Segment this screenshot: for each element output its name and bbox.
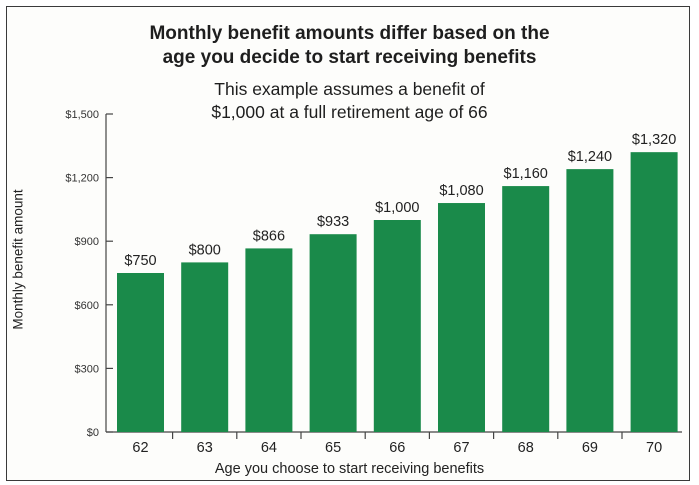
x-tick-label: 68 [518,440,534,456]
bar-value-label: $866 [253,228,285,244]
bar [245,248,293,432]
bar [309,234,357,432]
bar-value-label: $1,240 [568,149,612,165]
bar-value-label: $1,080 [439,183,483,199]
bar-value-label: $1,000 [375,200,419,216]
x-tick-label: 66 [389,440,405,456]
y-tick-label: $1,200 [65,173,99,185]
bar [438,203,485,432]
bar-value-label: $750 [124,253,156,269]
bar-value-label: $800 [189,242,221,258]
chart-title-line-1: Monthly benefit amounts differ based on … [149,23,550,44]
y-tick-label: $600 [75,300,99,312]
bar-value-label: $1,160 [504,166,548,182]
x-tick-label: 69 [582,440,598,456]
y-tick-label: $1,500 [65,109,99,121]
bar [566,169,614,432]
bar [181,262,229,432]
y-tick-label: $0 [87,427,99,439]
x-tick-label: 65 [325,440,341,456]
y-tick-label: $900 [75,236,99,248]
bar [502,186,550,432]
chart-subtitle-line-1: This example assumes a benefit of [214,79,485,99]
x-tick-label: 64 [261,440,277,456]
chart-subtitle-line-2: $1,000 at a full retirement age of 66 [211,102,488,122]
bar [117,273,164,432]
x-tick-label: 63 [197,440,213,456]
bar-value-label: $933 [317,214,349,230]
x-tick-label: 62 [132,440,148,456]
bar [630,152,678,432]
bar-value-label: $1,320 [632,132,676,148]
chart-title-line-2: age you decide to start receiving benefi… [162,47,537,68]
y-tick-label: $300 [75,363,99,375]
x-axis-label: Age you choose to start receiving benefi… [214,461,485,477]
x-tick-label: 70 [646,440,662,456]
bar [373,220,421,432]
x-tick-label: 67 [453,440,469,456]
